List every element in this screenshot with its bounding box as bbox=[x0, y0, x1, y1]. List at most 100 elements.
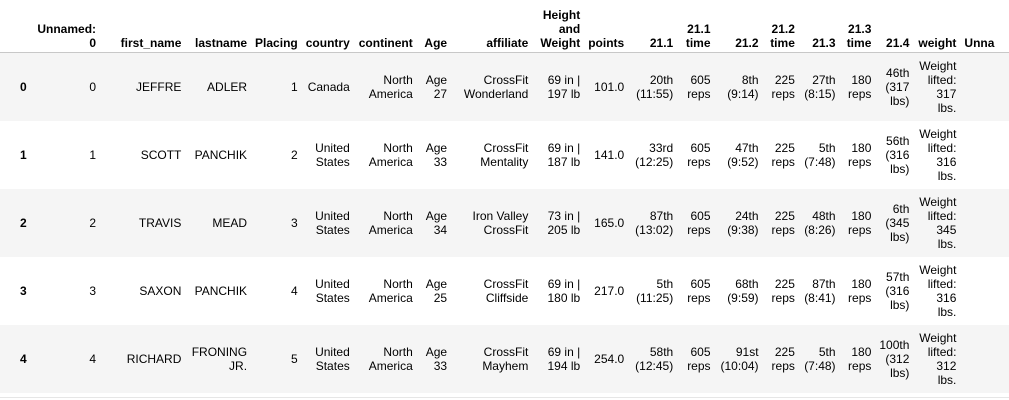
column-header: country bbox=[301, 0, 354, 53]
table-cell: North America bbox=[368, 276, 413, 305]
column-header: 21.4 bbox=[875, 0, 914, 53]
table-cell: 58th (12:45) bbox=[635, 344, 674, 373]
table-cell: TRAVIS bbox=[138, 215, 182, 230]
table-cell: 3 bbox=[291, 215, 298, 230]
table-cell: 0 bbox=[89, 79, 97, 94]
table-cell: Weight lifted: 345 lbs. bbox=[919, 194, 957, 251]
table-cell: CrossFit Mayhem bbox=[482, 344, 529, 373]
table-cell: Weight lifted: 317 lbs. bbox=[919, 58, 957, 115]
table-cell: Age 27 bbox=[425, 72, 448, 101]
table-cell: 100th (312 lbs) bbox=[879, 337, 910, 380]
table-cell: Age 33 bbox=[425, 140, 448, 169]
table-cell: 605 reps bbox=[687, 276, 711, 305]
table-cell: North America bbox=[368, 72, 413, 101]
table-cell: ADLER bbox=[207, 79, 248, 94]
table-cell: North America bbox=[368, 140, 413, 169]
table-cell: PANCHIK bbox=[194, 283, 248, 298]
column-header: lastname bbox=[185, 0, 252, 53]
table-cell: PANCHIK bbox=[194, 147, 248, 162]
table-cell: 48th (8:26) bbox=[804, 208, 836, 237]
table-cell: 87th (13:02) bbox=[635, 208, 674, 237]
table-cell: CrossFit Mentality bbox=[480, 140, 529, 169]
table-cell: Canada bbox=[307, 79, 350, 94]
table-cell: 1 bbox=[89, 147, 97, 162]
column-header: first_name bbox=[100, 0, 186, 53]
table-cell: 57th (316 lbs) bbox=[885, 269, 910, 312]
table-bottom-border bbox=[0, 397, 1009, 398]
table-cell: JEFFRE bbox=[136, 79, 182, 94]
table-row: 4 4 RICHARD FRONING JR. 5 United States North … bbox=[0, 324, 1009, 393]
table-cell: North America bbox=[368, 344, 413, 373]
header-row: Unnamed: 0 first_name lastname Placing c… bbox=[0, 0, 1009, 53]
column-header: affiliate bbox=[451, 0, 533, 53]
table-cell: 2 bbox=[291, 147, 298, 162]
table-cell: 24th (9:38) bbox=[727, 208, 759, 237]
table-cell: 73 in | 205 lb bbox=[547, 208, 581, 237]
table-cell: Iron Valley CrossFit bbox=[472, 208, 529, 237]
table-cell: 69 in | 187 lb bbox=[547, 140, 581, 169]
table-cell: 87th (8:41) bbox=[804, 276, 836, 305]
table-row: 0 0 JEFFRE ADLER 1 Canada North America Age 27 C… bbox=[0, 52, 1009, 121]
table-cell: 68th (9:59) bbox=[727, 276, 759, 305]
row-index: 1 bbox=[20, 147, 27, 162]
table-cell: 217.0 bbox=[594, 283, 625, 298]
table-cell: North America bbox=[368, 208, 413, 237]
column-header: Height and Weight bbox=[532, 0, 585, 53]
table-cell: 225 reps bbox=[771, 140, 795, 169]
table-cell: 180 reps bbox=[848, 344, 872, 373]
table-cell: 180 reps bbox=[848, 208, 872, 237]
column-header: points bbox=[584, 0, 629, 53]
table-cell: 605 reps bbox=[687, 344, 711, 373]
table-cell bbox=[960, 189, 1009, 257]
table-row: 1 1 SCOTT PANCHIK 2 United States North Americ… bbox=[0, 120, 1009, 189]
table-cell bbox=[960, 53, 1009, 121]
table-cell: 141.0 bbox=[594, 147, 625, 162]
table-cell: CrossFit Wonderland bbox=[463, 72, 529, 101]
table-cell: 56th (316 lbs) bbox=[885, 133, 910, 176]
table-cell: 1 bbox=[291, 79, 298, 94]
column-header: weight bbox=[913, 0, 961, 53]
table-cell: 101.0 bbox=[594, 79, 625, 94]
table-cell: 4 bbox=[291, 283, 298, 298]
column-header: Age bbox=[416, 0, 452, 53]
table-cell: 180 reps bbox=[848, 276, 872, 305]
table-cell: 69 in | 197 lb bbox=[547, 72, 581, 101]
table-cell: 2 bbox=[89, 215, 97, 230]
table-cell: Weight lifted: 312 lbs. bbox=[919, 330, 957, 387]
table-cell: 91st (10:04) bbox=[720, 344, 759, 373]
table-cell: 33rd (12:25) bbox=[635, 140, 674, 169]
column-header: 21.1 time bbox=[677, 0, 715, 53]
table-cell: SAXON bbox=[139, 283, 182, 298]
column-header: Placing bbox=[251, 0, 302, 53]
table-cell: 225 reps bbox=[771, 72, 795, 101]
table-cell: 5th (7:48) bbox=[804, 344, 836, 373]
column-header: 21.2 bbox=[714, 0, 763, 53]
table-cell: 69 in | 180 lb bbox=[547, 276, 581, 305]
table-cell: 254.0 bbox=[594, 351, 625, 366]
table-cell: 605 reps bbox=[687, 72, 711, 101]
table-cell bbox=[960, 325, 1009, 393]
table-cell: RICHARD bbox=[126, 351, 182, 366]
table-row: 2 2 TRAVIS MEAD 3 United States North America A… bbox=[0, 188, 1009, 257]
column-header: Unnamed: 0 bbox=[30, 0, 101, 53]
column-header: 21.3 bbox=[798, 0, 840, 53]
table-cell: 605 reps bbox=[687, 208, 711, 237]
row-index: 0 bbox=[20, 79, 27, 94]
table-cell: 5th (7:48) bbox=[804, 140, 836, 169]
table-cell: 5 bbox=[291, 351, 298, 366]
table-cell: 69 in | 194 lb bbox=[547, 344, 581, 373]
column-header: 21.2 time bbox=[762, 0, 799, 53]
table-cell: 3 bbox=[89, 283, 97, 298]
table-cell: 225 reps bbox=[771, 208, 795, 237]
table-cell: 4 bbox=[89, 351, 97, 366]
table-cell: Weight lifted: 316 lbs. bbox=[919, 262, 957, 319]
row-index: 4 bbox=[20, 351, 27, 366]
column-header: Unna bbox=[960, 0, 1009, 53]
table-cell: CrossFit Cliffside bbox=[483, 276, 529, 305]
table-cell: United States bbox=[315, 140, 350, 169]
table-cell: 5th (11:25) bbox=[636, 276, 674, 305]
table-cell: SCOTT bbox=[140, 147, 182, 162]
table-cell: MEAD bbox=[212, 215, 248, 230]
table-cell: 47th (9:52) bbox=[727, 140, 759, 169]
